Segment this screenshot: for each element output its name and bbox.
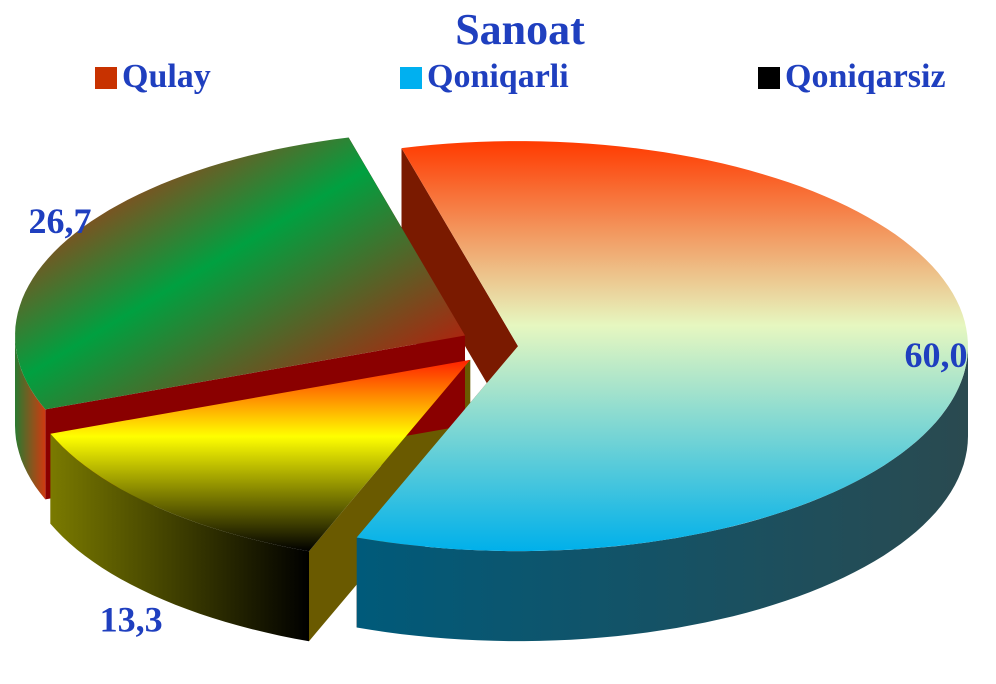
data-label: 60,0	[905, 335, 968, 375]
legend-swatch	[95, 67, 117, 89]
slice-face	[401, 148, 518, 437]
data-label: 13,3	[100, 600, 163, 640]
legend-label: Qoniqarli	[427, 58, 569, 95]
slice	[356, 141, 968, 552]
legend-swatch	[758, 67, 780, 89]
slice	[50, 359, 471, 552]
slice-side	[15, 335, 46, 500]
legend-label: Qulay	[122, 58, 211, 95]
slice-side	[50, 433, 310, 642]
slice	[15, 137, 465, 410]
legend-label: Qoniqarsiz	[785, 58, 946, 95]
legend-swatch	[400, 67, 422, 89]
slice-side	[356, 346, 968, 642]
chart-title: Sanoat	[455, 5, 585, 54]
data-label: 26,7	[29, 201, 92, 241]
